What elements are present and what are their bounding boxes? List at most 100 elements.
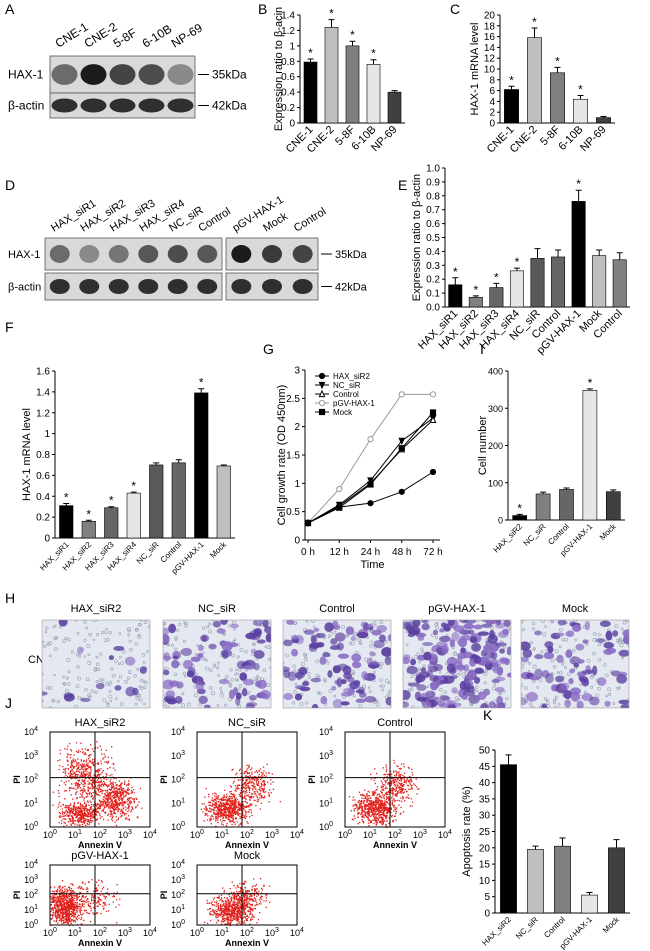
event-dot [356,806,357,807]
event-dot [215,793,216,794]
event-dot [373,803,374,804]
event-dot [130,797,131,798]
blot-band [52,64,78,85]
event-dot [368,798,369,799]
panel-letter: K [483,707,493,723]
event-dot [92,785,93,786]
event-dot [219,805,220,806]
event-dot [82,769,83,770]
tick-base: 10 [319,751,329,761]
event-dot [61,820,62,821]
event-dot [107,790,108,791]
event-dot [71,760,72,761]
tick-base: 10 [24,727,34,737]
event-dot [375,811,376,812]
event-dot [71,809,72,810]
event-dot [59,802,60,803]
event-dot [125,795,126,796]
event-dot [78,750,79,751]
event-dot [377,814,378,815]
event-dot [128,794,129,795]
event-dot [80,787,81,788]
y-tick-label: 0 [489,119,495,130]
tick-exponent: 3 [128,829,132,836]
event-dot [73,805,74,806]
event-dot [246,807,247,808]
event-dot [379,794,380,795]
event-dot [121,800,122,801]
event-dot [124,784,125,785]
event-dot [372,820,373,821]
cell [446,700,455,705]
event-dot [236,773,237,774]
event-dot [80,815,81,816]
event-dot [211,819,212,820]
event-dot [273,789,274,790]
event-dot [397,766,398,767]
event-dot [53,792,54,793]
event-dot [74,823,75,824]
event-dot [65,811,66,812]
event-dot [63,816,64,817]
event-dot [104,805,105,806]
event-dot [399,768,400,769]
micrograph-content [519,619,634,712]
y-tick-label: 12 [484,54,496,65]
event-dot [100,803,101,804]
cell [450,639,455,647]
event-dot [99,770,100,771]
event-dot [260,795,261,796]
event-dot [112,783,113,784]
event-dot [218,813,219,814]
y-tick-label: 0.6 [36,471,50,482]
cell [460,681,466,690]
panel-letter: B [258,1,267,17]
event-dot [228,797,229,798]
event-dot [214,807,215,808]
event-dot [83,799,84,800]
event-dot [85,810,86,811]
micrograph-title: Mock [562,603,589,615]
event-dot [394,801,395,802]
event-dot [386,799,387,800]
event-dot [98,789,99,790]
event-dot [396,771,397,772]
event-dot [218,801,219,802]
event-dot [364,795,365,796]
event-dot [80,804,81,805]
event-dot [81,759,82,760]
event-dot [80,790,81,791]
cell [343,672,352,679]
event-dot [75,820,76,821]
event-dot [77,812,78,813]
cell [453,661,462,668]
event-dot [90,744,91,745]
event-dot [374,805,375,806]
event-dot [92,809,93,810]
event-dot [62,804,63,805]
event-dot [100,761,101,762]
event-dot [264,784,265,785]
event-dot [60,817,61,818]
event-dot [113,804,114,805]
event-dot [116,805,117,806]
micrograph [399,617,515,713]
cell [526,692,538,702]
event-dot [244,771,245,772]
event-dot [66,781,67,782]
event-dot [367,818,368,819]
event-dot [360,803,361,804]
event-dot [109,806,110,807]
event-dot [124,780,125,781]
cell [477,692,486,700]
y-tick-label: 2 [294,422,300,433]
event-dot [259,774,260,775]
event-dot [88,805,89,806]
event-dot [372,807,373,808]
event-dot [74,766,75,767]
event-dot [408,785,409,786]
tick-exponent: 4 [300,829,304,836]
event-dot [374,809,375,810]
event-dot [210,816,211,817]
y-tick-label: 1 [294,479,300,490]
